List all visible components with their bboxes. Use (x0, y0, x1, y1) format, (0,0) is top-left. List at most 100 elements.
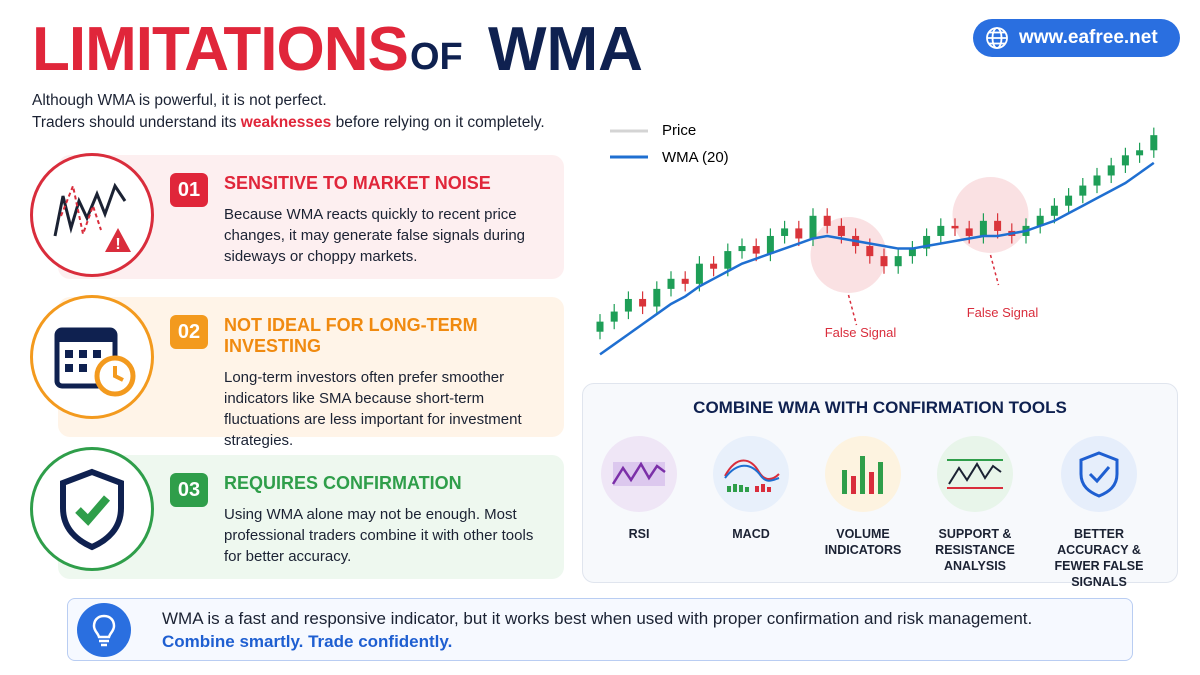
annotation: False Signal (825, 325, 897, 340)
legend-label: WMA (20) (662, 149, 729, 166)
icon-circle: ! (30, 153, 154, 277)
wma-line (599, 161, 1155, 356)
arrow (847, 294, 858, 326)
candle-body (823, 215, 831, 226)
noise-icon: ! (53, 182, 131, 253)
text: Traders should understand its (32, 114, 241, 131)
candle-body (1107, 165, 1115, 176)
tool: VOLUME INDICATORS (807, 436, 919, 558)
highlight (810, 217, 887, 293)
card-text: Because WMA reacts quickly to recent pri… (224, 206, 526, 265)
title: OF (410, 36, 463, 78)
highlight: weaknesses (240, 114, 332, 131)
candle-body (1079, 185, 1087, 196)
candle-body (979, 220, 987, 236)
text: before relying on it completely. (331, 114, 545, 131)
card-title: REQUIRES CONFIRMATION (224, 473, 462, 493)
title: LIMITATIONS (32, 15, 409, 84)
card-title: SENSITIVE TO MARKET NOISE (224, 173, 491, 193)
candle-body (951, 225, 959, 229)
candle-body (710, 263, 718, 269)
candle-body (965, 228, 973, 236)
candle-body (1065, 195, 1073, 206)
candle-body (994, 220, 1002, 231)
arrow (989, 254, 1000, 286)
tool-label: SUPPORT & RESISTANCE ANALYSIS (935, 527, 1015, 573)
annotation: False Signal (967, 305, 1039, 320)
bulb-icon (77, 603, 131, 657)
globe-icon (986, 27, 1008, 49)
tool: RSI (583, 436, 695, 542)
candle-body (781, 228, 789, 236)
candle-body (766, 235, 774, 254)
intro: Although WMA is powerful, it is not perf… (32, 90, 545, 134)
candle-body (937, 225, 945, 236)
volume-icon (842, 456, 883, 494)
candle-body (795, 228, 803, 239)
footer: WMA is a fast and responsive indicator, … (67, 598, 1133, 661)
sr-icon (947, 459, 1003, 489)
tool-label: MACD (732, 527, 770, 541)
tool-label: BETTER ACCURACY & FEWER FALSE SIGNALS (1054, 527, 1144, 589)
card-title: NOT IDEAL FOR LONG-TERM INVESTING (224, 315, 478, 356)
candle-body (695, 263, 703, 284)
footer-tagline: Combine smartly. Trade confidently. (162, 632, 453, 651)
candle-body (809, 215, 817, 239)
candle-body (681, 278, 689, 284)
candle-body (1136, 150, 1144, 156)
tool-icon (937, 436, 1013, 512)
candle-body (624, 298, 632, 312)
candle-body (880, 256, 888, 267)
candle-body (724, 251, 732, 269)
shield-icon (1079, 451, 1119, 498)
candle-body (908, 248, 916, 257)
candle-body (866, 246, 874, 257)
calendar-icon (54, 327, 136, 397)
tool: MACD (695, 436, 807, 542)
intro-line: Traders should understand its weaknesses… (32, 112, 545, 134)
card-number: 02 (170, 315, 208, 349)
candle-body (1050, 205, 1058, 216)
tools-title: COMBINE WMA WITH CONFIRMATION TOOLS (693, 398, 1067, 417)
url-badge[interactable]: www.eafree.net (973, 19, 1180, 57)
macd-icon (724, 459, 780, 492)
shield-icon (60, 468, 124, 551)
card-text: Long-term investors often prefer smoothe… (224, 369, 522, 449)
candle-body (653, 288, 661, 307)
candle-body (923, 235, 931, 249)
tool-icon (713, 436, 789, 512)
candle-body (894, 256, 902, 267)
highlight (952, 177, 1029, 253)
candle-body (1150, 135, 1158, 151)
candle-body (837, 225, 845, 236)
candle-body (667, 278, 675, 289)
tool-label: VOLUME INDICATORS (824, 527, 902, 557)
icon-circle (30, 447, 154, 571)
card-number: 03 (170, 473, 208, 507)
tool-label: RSI (628, 527, 650, 541)
candle-body (610, 311, 618, 322)
rsi-icon (611, 461, 666, 486)
candle-body (752, 246, 760, 254)
footer-text: WMA is a fast and responsive indicator, … (162, 609, 1033, 628)
card-text: Using WMA alone may not be enough. Most … (224, 506, 534, 565)
tools-panel: COMBINE WMA WITH CONFIRMATION TOOLS RSI … (582, 383, 1178, 589)
svg-text:!: ! (115, 236, 120, 253)
intro-line: Although WMA is powerful, it is not perf… (32, 92, 327, 109)
candle-body (1036, 215, 1044, 226)
legend-label: Price (662, 122, 696, 139)
tool: SUPPORT & RESISTANCE ANALYSIS (919, 436, 1031, 574)
card-number: 01 (170, 173, 208, 207)
tool: BETTER ACCURACY & FEWER FALSE SIGNALS (1043, 436, 1155, 590)
tool-icon (825, 436, 901, 512)
tool-icon (1061, 436, 1137, 512)
url[interactable]: www.eafree.net (1019, 27, 1158, 48)
tool-icon (601, 436, 677, 512)
title: WMA (488, 15, 643, 84)
candle-body (639, 298, 647, 307)
candle-body (738, 246, 746, 252)
candle-body (1121, 155, 1129, 166)
icon-circle (30, 295, 154, 419)
candle-body (596, 321, 604, 332)
